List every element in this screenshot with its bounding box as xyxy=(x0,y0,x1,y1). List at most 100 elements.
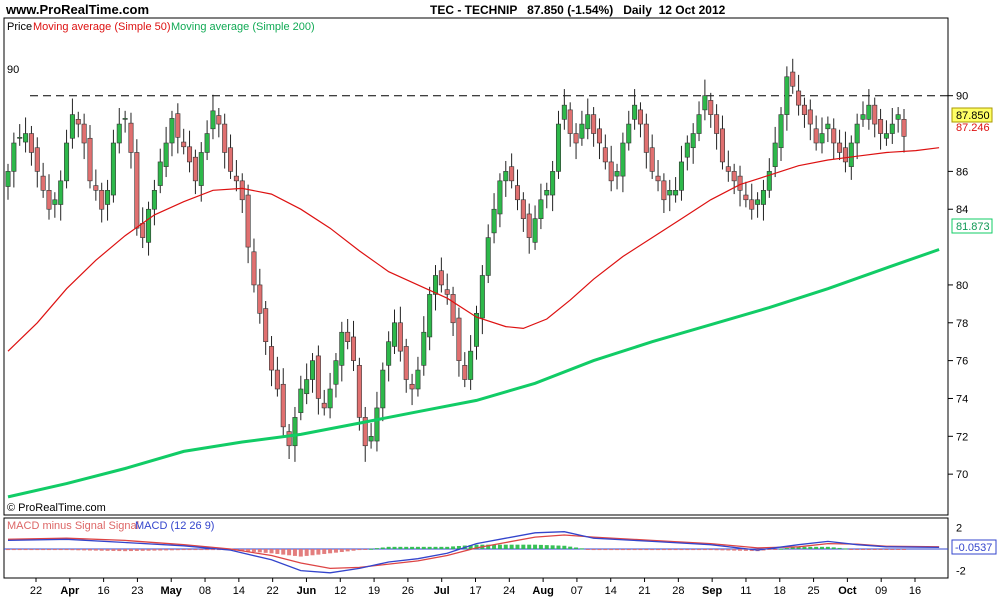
candle-body xyxy=(28,133,34,153)
macd-histogram-bar xyxy=(878,549,883,550)
x-tick-label: 23 xyxy=(131,585,143,597)
macd-histogram-bar xyxy=(638,549,643,551)
candle-body xyxy=(321,402,327,409)
macd-histogram-bar xyxy=(726,549,731,551)
macd-histogram-bar xyxy=(128,549,133,552)
macd-histogram-bar xyxy=(673,549,678,551)
candle-body xyxy=(567,109,573,134)
candle-body xyxy=(673,190,679,196)
macd-histogram-bar xyxy=(720,549,725,551)
candle-body xyxy=(380,369,386,409)
candle-body xyxy=(251,251,257,286)
macd-histogram-bar xyxy=(351,549,356,551)
candle-body xyxy=(421,331,427,366)
candle-body xyxy=(40,175,46,191)
candle-body xyxy=(772,142,778,167)
macd-histogram-bar xyxy=(515,544,520,549)
macd-histogram-bar xyxy=(152,549,157,551)
candle-body xyxy=(64,142,70,182)
candle-body xyxy=(743,194,749,201)
macd-histogram-bar xyxy=(82,549,87,551)
candle-body xyxy=(491,208,497,234)
candle-body xyxy=(509,166,515,182)
macd-histogram-bar xyxy=(767,549,772,550)
candle-body xyxy=(526,213,532,238)
macd-histogram-bar xyxy=(23,549,28,551)
x-tick-label: 18 xyxy=(774,585,786,597)
macd-histogram-bar xyxy=(52,549,57,551)
macd-histogram-bar xyxy=(76,549,81,551)
candle-body xyxy=(204,133,210,153)
candle-body xyxy=(690,133,696,149)
x-tick-label: 24 xyxy=(503,585,515,597)
macd-histogram-bar xyxy=(632,549,637,551)
macd-histogram-bar xyxy=(884,549,889,550)
candle-body xyxy=(561,104,567,120)
candle-body xyxy=(75,119,81,125)
macd-histogram-bar xyxy=(269,549,274,554)
macd-histogram-bar xyxy=(134,549,139,551)
candle-body xyxy=(274,369,280,390)
x-tick-label: 14 xyxy=(233,585,245,597)
macd-histogram-bar xyxy=(574,547,579,549)
site-name[interactable]: www.ProRealTime.com xyxy=(6,2,150,17)
macd-histogram-bar xyxy=(714,549,719,551)
candle-body xyxy=(819,133,825,144)
candle-body xyxy=(81,123,87,144)
candle-body xyxy=(878,119,884,134)
macd-histogram-bar xyxy=(890,549,895,550)
macd-histogram-bar xyxy=(492,544,497,549)
macd-histogram-bar xyxy=(509,544,514,549)
macd-histogram-bar xyxy=(17,549,22,551)
macd-histogram-bar xyxy=(357,549,362,551)
x-tick-label: Sep xyxy=(702,585,722,597)
macd-histogram-bar xyxy=(808,546,813,549)
candle-body xyxy=(796,90,802,106)
candle-body xyxy=(386,341,392,366)
candle-body xyxy=(807,109,813,125)
x-tick-label: 07 xyxy=(571,585,583,597)
candle-body xyxy=(286,431,292,447)
candle-body xyxy=(520,199,526,219)
macd-histogram-bar xyxy=(257,549,262,553)
price-change: (-1.54%) xyxy=(567,3,614,17)
candle-body xyxy=(842,147,848,163)
candle-body xyxy=(210,110,216,130)
candle-body xyxy=(667,190,673,196)
macd-y-tick-label: 2 xyxy=(956,522,962,534)
macd-last-box xyxy=(951,539,997,555)
candle-body xyxy=(5,171,11,187)
macd-y-tick-label: -2 xyxy=(956,566,966,578)
ma200-box xyxy=(951,218,993,234)
macd-histogram-bar xyxy=(316,549,321,555)
macd-histogram-bar xyxy=(620,549,625,551)
candle-body xyxy=(602,147,608,163)
last-price-box xyxy=(951,107,993,123)
macd-histogram-bar xyxy=(837,547,842,549)
y-tick-label: 80 xyxy=(956,280,968,292)
candle-body xyxy=(737,175,743,191)
candle-body xyxy=(116,123,122,144)
macd-histogram-bar xyxy=(64,549,69,551)
candle-body xyxy=(356,365,362,418)
candle-body xyxy=(17,137,23,139)
macd-histogram-bar xyxy=(456,545,461,549)
macd-histogram-bar xyxy=(199,549,204,551)
macd-histogram-bar xyxy=(691,549,696,551)
macd-histogram-bar xyxy=(486,544,491,549)
candle-body xyxy=(187,146,193,163)
candle-body xyxy=(766,171,772,191)
macd-histogram-bar xyxy=(415,546,420,549)
macd-histogram-bar xyxy=(533,544,538,549)
candle-body xyxy=(555,123,561,172)
chart-date: 12 Oct 2012 xyxy=(658,3,726,17)
candle-body xyxy=(883,133,889,139)
macd-histogram-bar xyxy=(123,549,128,552)
macd-histogram-bar xyxy=(404,546,409,549)
price-panel-frame xyxy=(3,17,949,516)
candle-body xyxy=(368,436,374,442)
signal-line xyxy=(7,534,940,570)
ma200-line xyxy=(7,248,940,499)
macd-histogram-bar xyxy=(439,546,444,549)
